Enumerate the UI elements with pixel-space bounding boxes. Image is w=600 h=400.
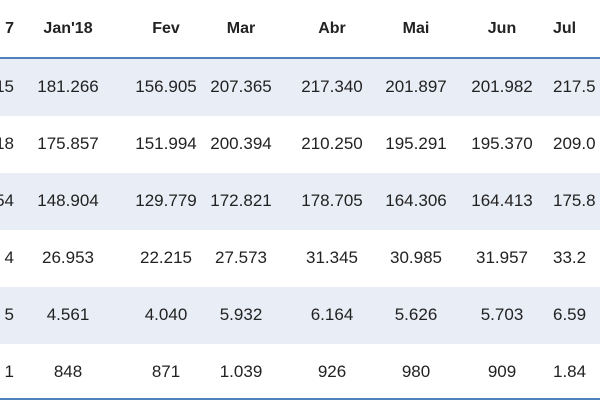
- table-cell: 5: [4, 305, 14, 324]
- table-row: [0, 173, 600, 230]
- table-cell: 181.266: [37, 77, 99, 96]
- table-row: [0, 116, 600, 173]
- table-cell: 6.164: [310, 305, 354, 324]
- table-cell: 1.84: [553, 362, 587, 381]
- header-rule: [0, 57, 600, 59]
- table-cell: 5.703: [480, 305, 524, 324]
- table-cell: 175.857: [37, 134, 99, 153]
- table-cell: 4.040: [144, 305, 188, 324]
- table-cell: 1.039: [219, 362, 263, 381]
- table-cell: 217.5: [553, 77, 596, 96]
- table-row: [0, 230, 600, 287]
- table-cell: 848: [53, 362, 83, 381]
- table-cell: 871: [151, 362, 181, 381]
- table-cell: 129.779: [135, 191, 197, 210]
- column-header: Abr: [318, 20, 346, 37]
- table-cell: 926: [317, 362, 347, 381]
- table-cell: 4.561: [46, 305, 90, 324]
- column-header: Jul: [553, 20, 577, 37]
- table-cell: 31.957: [476, 248, 528, 267]
- table-cell: 164.413: [471, 191, 533, 210]
- table-cell: 31.345: [306, 248, 358, 267]
- table-cell: 210.250: [301, 134, 363, 153]
- table-cell: 209.0: [553, 134, 596, 153]
- table-cell: 207.365: [210, 77, 272, 96]
- column-header: Mai: [402, 20, 430, 37]
- table-cell: 151.994: [135, 134, 197, 153]
- table-cell: 200.394: [210, 134, 272, 153]
- table-cell: 175.8: [553, 191, 596, 210]
- table-row: [0, 344, 600, 398]
- table-cell: 217.340: [301, 77, 363, 96]
- table-cell: 6.59: [553, 305, 587, 324]
- table-cell: 980: [401, 362, 431, 381]
- table-cell: 4: [4, 248, 14, 267]
- table-cell: 5.932: [219, 305, 263, 324]
- table-cell: 172.821: [210, 191, 272, 210]
- table-cell: 201.982: [471, 77, 533, 96]
- table-cell: 27.573: [215, 248, 267, 267]
- table-cell: 18: [0, 134, 14, 153]
- table-cell: 22.215: [140, 248, 192, 267]
- table-cell: 178.705: [301, 191, 363, 210]
- table-cell: 30.985: [390, 248, 442, 267]
- table-cell: 195.291: [385, 134, 447, 153]
- column-header: Fev: [152, 20, 180, 37]
- table-cell: 26.953: [42, 248, 94, 267]
- table-row: [0, 287, 600, 344]
- table-cell: 1: [4, 362, 14, 381]
- table-cell: 148.904: [37, 191, 99, 210]
- table-cell: 54: [0, 191, 14, 210]
- table-cell: 15: [0, 77, 14, 96]
- table-row: [0, 59, 600, 116]
- table-cell: 164.306: [385, 191, 447, 210]
- table-cell: 201.897: [385, 77, 447, 96]
- column-header: Mar: [226, 20, 256, 37]
- table-cell: 909: [487, 362, 517, 381]
- table-cell: 156.905: [135, 77, 197, 96]
- column-header: 7: [5, 20, 14, 37]
- column-header: Jun: [487, 20, 517, 37]
- table-cell: 195.370: [471, 134, 533, 153]
- table-cell: 33.2: [553, 248, 587, 267]
- table-cell: 5.626: [394, 305, 438, 324]
- column-header: Jan'18: [43, 20, 93, 37]
- bottom-rule: [0, 398, 600, 400]
